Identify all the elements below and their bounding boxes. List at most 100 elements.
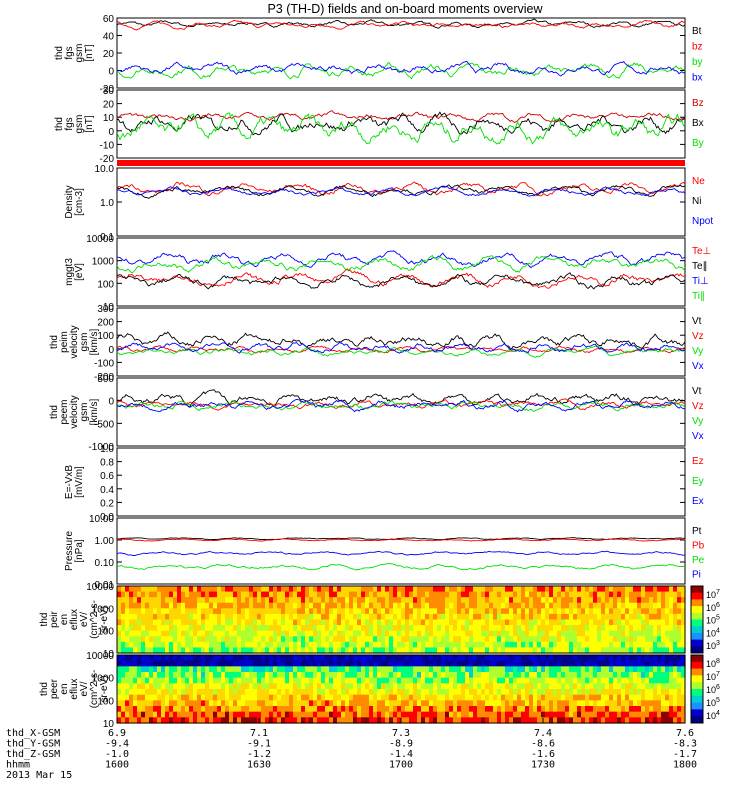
- spectrogram-cell: [473, 619, 478, 626]
- spectrogram-cell: [425, 647, 430, 654]
- spectrogram-cell: [285, 597, 290, 604]
- spectrogram-cell: [117, 586, 122, 593]
- spectrogram-cell: [133, 647, 138, 654]
- spectrogram-cell: [121, 619, 126, 626]
- spectrogram-cell: [677, 608, 682, 615]
- spectrogram-cell: [661, 597, 666, 604]
- spectrogram-cell: [417, 711, 422, 718]
- spectrogram-cell: [525, 586, 530, 593]
- spectrogram-cell: [365, 602, 370, 609]
- spectrogram-cell: [237, 636, 242, 643]
- y-axis-label-line: Pressure: [64, 531, 75, 571]
- spectrogram-cell: [293, 630, 298, 637]
- colorbar-frame: [690, 654, 704, 724]
- spectrogram-cell: [477, 666, 482, 673]
- spectrogram-cell: [525, 613, 530, 621]
- spectrogram-cell: [297, 694, 302, 701]
- spectrogram-cell: [341, 717, 346, 724]
- spectrogram-cell: [181, 597, 186, 604]
- spectrogram-cell: [477, 689, 482, 696]
- spectrogram-cell: [481, 706, 486, 713]
- spectrogram-cell: [389, 706, 394, 713]
- spectrogram-cell: [233, 689, 238, 696]
- spectrogram-cell: [637, 655, 642, 662]
- spectrogram-cell: [265, 666, 270, 673]
- spectrogram-cell: [549, 625, 554, 632]
- spectrogram-cell: [629, 602, 634, 609]
- spectrogram-cell: [505, 586, 510, 593]
- spectrogram-cell: [313, 694, 318, 701]
- spectrogram-cell: [361, 602, 366, 609]
- spectrogram-cell: [473, 608, 478, 615]
- spectrogram-cell: [141, 619, 146, 626]
- spectrogram-cell: [573, 689, 578, 696]
- spectrogram-cell: [261, 706, 266, 713]
- spectrogram-cell: [121, 586, 126, 593]
- spectrogram-cell: [577, 586, 582, 593]
- spectrogram-cell: [381, 597, 386, 604]
- spectrogram-cell: [253, 641, 258, 649]
- spectrogram-cell: [641, 647, 646, 654]
- spectrogram-cell: [293, 660, 298, 667]
- spectrogram-cell: [157, 625, 162, 632]
- spectrogram-cell: [153, 602, 158, 609]
- spectrogram-cell: [621, 608, 626, 615]
- spectrogram-cell: [561, 586, 566, 593]
- colorbar-label: 106: [706, 684, 720, 695]
- spectrogram-cell: [673, 694, 678, 701]
- spectrogram-cell: [673, 608, 678, 615]
- spectrogram-cell: [641, 694, 646, 701]
- spectrogram-cell: [653, 694, 658, 701]
- spectrogram-cell: [329, 717, 334, 724]
- y-tick-label: -1000: [88, 442, 114, 453]
- spectrogram-cell: [217, 677, 222, 684]
- spectrogram-cell: [313, 613, 318, 621]
- spectrogram-cell: [485, 717, 490, 724]
- spectrogram-cell: [537, 700, 542, 707]
- spectrogram-cell: [657, 689, 662, 696]
- spectrogram-cell: [389, 677, 394, 684]
- y-axis-label-line: thd: [54, 46, 65, 60]
- spectrogram-cell: [345, 608, 350, 615]
- spectrogram-cell: [681, 655, 686, 662]
- spectrogram-cell: [197, 689, 202, 696]
- spectrogram-cell: [385, 711, 390, 718]
- spectrogram-cell: [657, 711, 662, 718]
- spectrogram-cell: [353, 636, 358, 643]
- spectrogram-cell: [669, 717, 674, 724]
- spectrogram-cell: [493, 683, 498, 690]
- spectrogram-cell: [509, 613, 514, 621]
- spectrogram-cell: [329, 597, 334, 604]
- spectrogram-cell: [357, 655, 362, 662]
- spectrogram-cell: [533, 689, 538, 696]
- spectrogram-cell: [625, 647, 630, 654]
- spectrogram-cell: [681, 700, 686, 707]
- spectrogram-cell: [353, 677, 358, 684]
- spectrogram-cell: [469, 641, 474, 649]
- legend-bx: bx: [692, 73, 703, 84]
- spectrogram-cell: [177, 647, 182, 654]
- spectrogram-cell: [297, 613, 302, 621]
- spectrogram-cell: [361, 660, 366, 667]
- spectrogram-cell: [521, 613, 526, 621]
- spectrogram-cell: [657, 597, 662, 604]
- spectrogram-cell: [245, 711, 250, 718]
- y-tick-label: 10: [103, 719, 115, 730]
- spectrogram-cell: [401, 655, 406, 662]
- spectrogram-cell: [529, 660, 534, 667]
- spectrogram-cell: [257, 636, 262, 643]
- colorbar-label: 104: [706, 710, 720, 721]
- spectrogram-cell: [273, 689, 278, 696]
- spectrogram-cell: [205, 647, 210, 654]
- spectrogram-cell: [661, 602, 666, 609]
- spectrogram-cell: [473, 706, 478, 713]
- spectrogram-cell: [577, 619, 582, 626]
- spectrogram-cell: [301, 677, 306, 684]
- spectrogram-cell: [177, 677, 182, 684]
- spectrogram-cell: [413, 655, 418, 662]
- spectrogram-cell: [521, 706, 526, 713]
- spectrogram-cell: [405, 608, 410, 615]
- spectrogram-cell: [369, 672, 374, 679]
- spectrogram-cell: [517, 717, 522, 724]
- spectrogram-cell: [441, 672, 446, 679]
